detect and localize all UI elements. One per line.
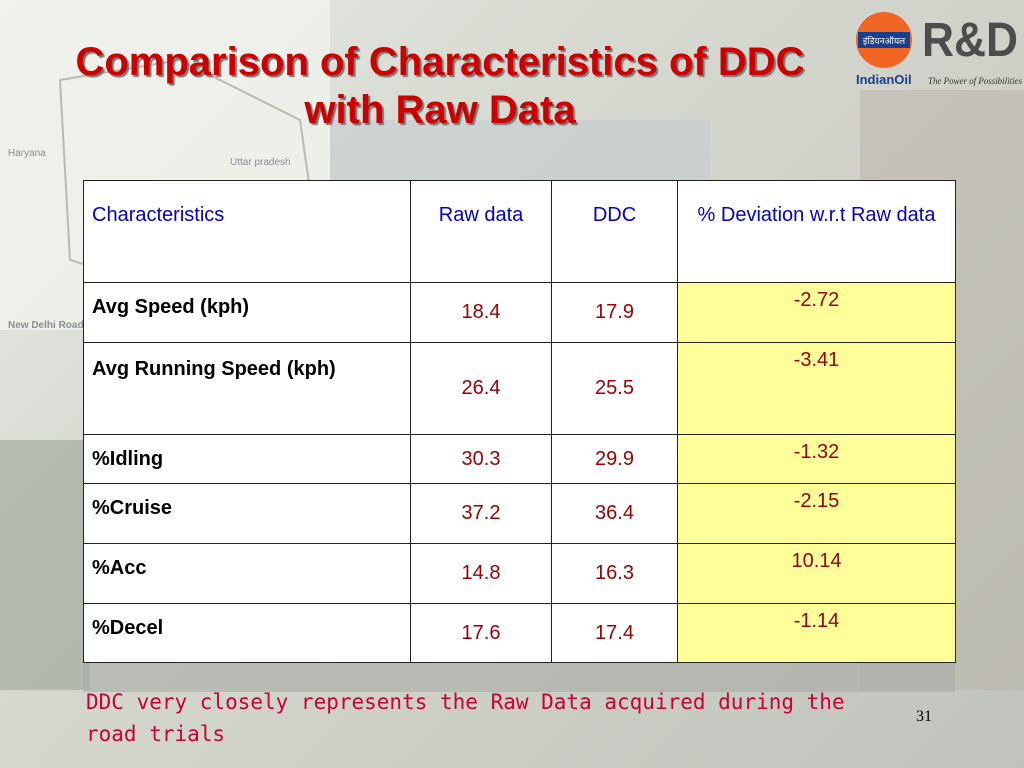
data-row: %Idling 30.3 29.9 -1.32 [83,434,956,484]
value-cell: 36.4 [551,483,678,544]
logo-graphic: इंडियनऑयल R&D IndianOil The Power of Pos… [856,12,1022,87]
row-label: %Decel [83,603,411,663]
footnote: DDC very closely represents the Raw Data… [86,690,845,746]
page-number: 31 [916,708,932,725]
value-cell: 25.5 [551,342,678,435]
row-label: Avg Speed (kph) [83,282,411,343]
header-cell: Raw data [410,180,552,283]
slide-title: Comparison of Characteristics of DDC wit… [75,40,805,132]
deviation-cell: -1.32 [677,434,956,484]
value-cell: 30.3 [410,434,552,484]
value-cell: 37.2 [410,483,552,544]
value-cell: 18.4 [410,282,552,343]
data-table: Characteristics Raw data DDC% Deviation w.… [83,180,956,663]
value-cell: 17.6 [410,603,552,663]
value-cell: 29.9 [551,434,678,484]
header-cell: % Deviation w.r.t Raw data [677,180,956,283]
value-cell: 14.8 [410,543,552,604]
row-label: %Cruise [83,483,411,544]
logo-brand: IndianOil [856,72,912,87]
data-row: %Cruise 37.2 36.4 -2.15 [83,483,956,544]
header-cell: DDC [551,180,678,283]
data-row: %Decel 17.6 17.4 -1.14 [83,603,956,663]
value-cell: 16.3 [551,543,678,604]
map-label: Haryana [8,148,46,159]
deviation-cell: 10.14 [677,543,956,604]
map-label: Uttar pradesh [230,157,291,168]
logo: इंडियनऑयल R&D IndianOil The Power of Pos… [852,4,1024,90]
deviation-cell: -3.41 [677,342,956,435]
header-row: Characteristics Raw data DDC% Deviation w.… [83,180,956,283]
data-row: Avg Running Speed (kph) 26.4 25.5 -3.41 [83,342,956,435]
value-cell: 17.4 [551,603,678,663]
deviation-cell: -1.14 [677,603,956,663]
deviation-cell: -2.72 [677,282,956,343]
header-cell: Characteristics [83,180,411,283]
data-row: %Acc 14.8 16.3 10.14 [83,543,956,604]
row-label: %Acc [83,543,411,604]
deviation-cell: -2.15 [677,483,956,544]
logo-tagline: The Power of Possibilities [928,76,1022,86]
logo-unit: R&D [922,14,1018,67]
logo-hindi: इंडियनऑयल [863,35,906,47]
row-label: Avg Running Speed (kph) [83,342,411,435]
map-label: New Delhi Road Map [8,320,107,331]
data-row: Avg Speed (kph) 18.4 17.9 -2.72 [83,282,956,343]
value-cell: 17.9 [551,282,678,343]
row-label: %Idling [83,434,411,484]
value-cell: 26.4 [410,342,552,435]
